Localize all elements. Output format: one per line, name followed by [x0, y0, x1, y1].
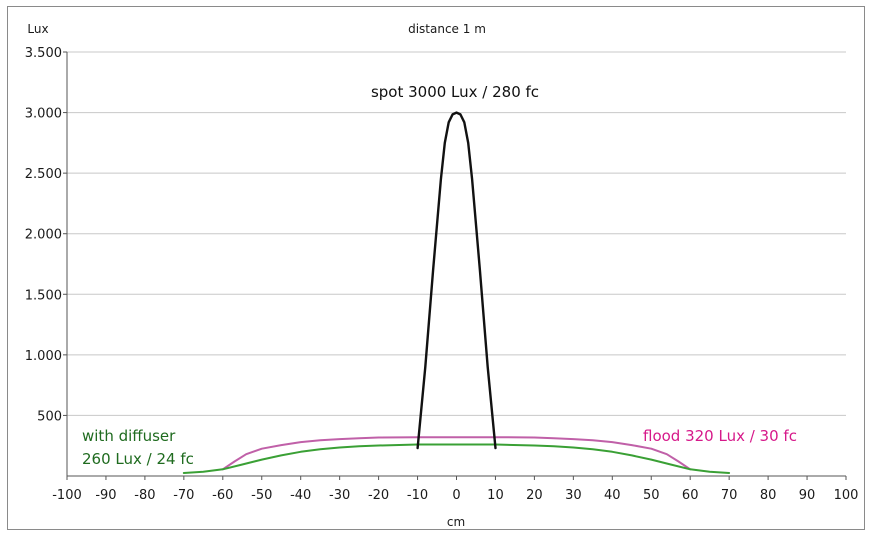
x-tick-label: -80	[134, 488, 155, 503]
y-tick-label: 1.000	[25, 349, 62, 364]
x-axis-title: cm	[447, 515, 465, 529]
y-tick-label: 2.000	[25, 228, 62, 243]
x-tick-label: 10	[487, 488, 504, 503]
annotation-diffuser-line2: 260 Lux / 24 fc	[82, 450, 194, 468]
y-tick-label: 2.500	[25, 167, 62, 182]
y-tick-label: 500	[37, 409, 62, 424]
x-tick-label: 20	[526, 488, 543, 503]
y-axis-title: Lux	[27, 22, 48, 36]
x-tick-label: 50	[643, 488, 660, 503]
x-tick-label: 0	[452, 488, 460, 503]
x-tick-label: 60	[682, 488, 699, 503]
x-tick-label: 100	[834, 488, 859, 503]
chart-frame	[7, 6, 865, 530]
chart-title: distance 1 m	[408, 22, 486, 36]
annotation-spot: spot 3000 Lux / 280 fc	[371, 83, 539, 101]
annotation-diffuser-line1: with diffuser	[82, 427, 176, 445]
series-line-diffuser	[182, 443, 731, 474]
x-tick-label: -100	[52, 488, 82, 503]
series-line-flood	[221, 436, 692, 471]
y-tick-label: 1.500	[25, 288, 62, 303]
x-tick-label: 90	[799, 488, 816, 503]
series-line-spot	[416, 111, 497, 450]
series-lines	[182, 111, 731, 474]
y-tick-labels: 500 1.000 1.500 2.000 2.500 3.000 3.500	[25, 46, 67, 424]
x-tick-label: -50	[251, 488, 272, 503]
x-tick-label: 40	[604, 488, 621, 503]
x-tick-label: -30	[329, 488, 350, 503]
axes	[66, 52, 846, 477]
x-tick-label: -90	[95, 488, 116, 503]
annotation-flood: flood 320 Lux / 30 fc	[643, 427, 797, 445]
y-tick-label: 3.500	[25, 46, 62, 61]
y-tick-label: 3.000	[25, 107, 62, 122]
x-tick-label: -10	[407, 488, 428, 503]
gridlines	[67, 51, 846, 416]
x-tick-labels: -100 -90 -80 -70 -60 -50 -40 -30 -20 -10 0 10 20 30 40…	[52, 476, 858, 503]
x-tick-label: -40	[290, 488, 311, 503]
x-tick-label: -60	[212, 488, 233, 503]
x-tick-label: 70	[721, 488, 738, 503]
x-tick-label: 80	[760, 488, 777, 503]
x-tick-label: 30	[565, 488, 582, 503]
x-tick-label: -70	[173, 488, 194, 503]
x-tick-label: -20	[368, 488, 389, 503]
